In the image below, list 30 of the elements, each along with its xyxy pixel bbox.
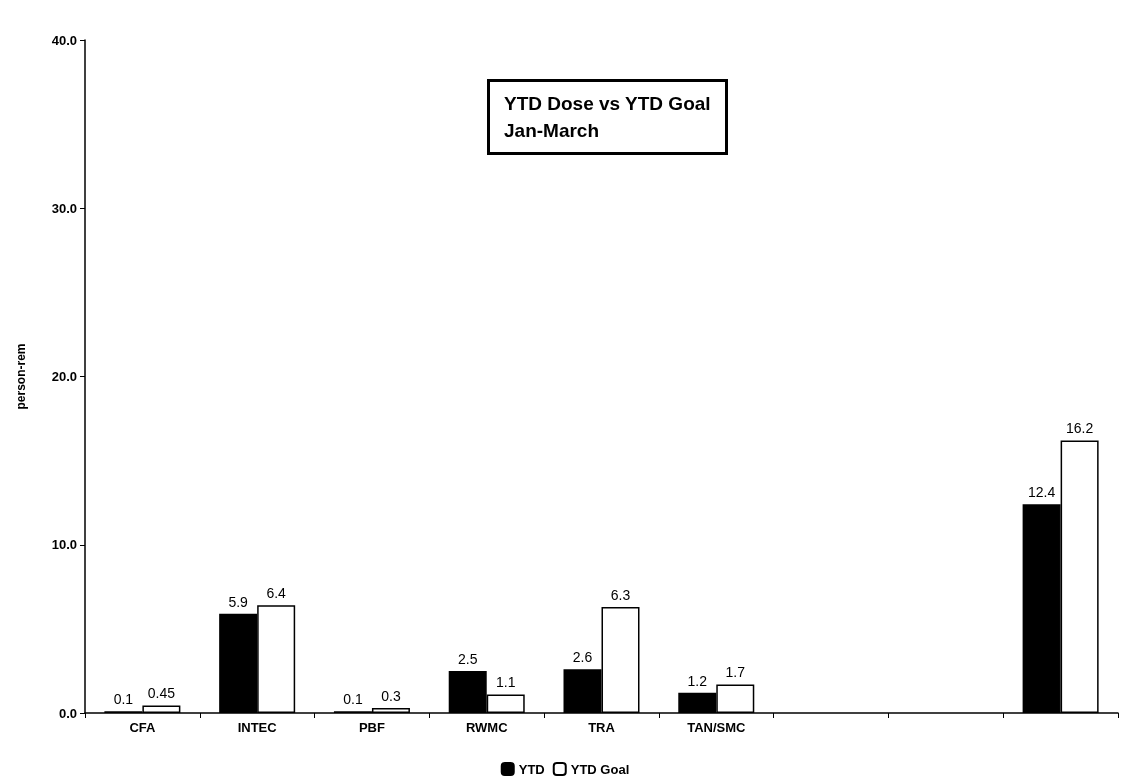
data-label: 0.1 [343, 691, 363, 708]
x-tick-label: TRA [588, 720, 616, 735]
x-tick-label: TAN/SMC [687, 720, 747, 735]
x-tick-label: PBF [358, 720, 385, 735]
text: YTD Dose vs YTD Goal [504, 93, 711, 114]
legend-label: YTD [518, 761, 545, 777]
data-label: 6.3 [610, 587, 631, 603]
data-label: 6.4 [266, 585, 287, 602]
x-tick-label: RWMC [465, 720, 509, 735]
legend-label: YTD Goal [570, 761, 630, 777]
data-label: 0.45 [147, 685, 176, 702]
data-label: 1.1 [495, 674, 516, 691]
data-label: 0.1 [113, 691, 134, 708]
y-axis-title: person-rem [14, 343, 28, 410]
x-tick-label: CFA [129, 720, 156, 735]
y-tick-label: 20.0 [51, 369, 77, 384]
y-tick-label: 0.0 [58, 705, 77, 721]
data-label: 5.9 [228, 593, 249, 610]
x-tick-label: INTEC [237, 720, 278, 735]
data-label: 2.5 [457, 650, 478, 667]
data-label: 16.2 [1065, 420, 1094, 437]
y-tick-label: 30.0 [51, 200, 77, 216]
data-label: 2.6 [572, 649, 593, 666]
y-tick-label: 40.0 [51, 32, 77, 48]
data-label: 1.7 [725, 664, 746, 681]
data-label: 0.3 [381, 687, 401, 704]
data-label: 12.4 [1027, 484, 1056, 501]
data-label: 1.2 [687, 672, 708, 689]
text: Jan-March [504, 120, 600, 141]
y-tick-label: 10.0 [51, 537, 77, 553]
